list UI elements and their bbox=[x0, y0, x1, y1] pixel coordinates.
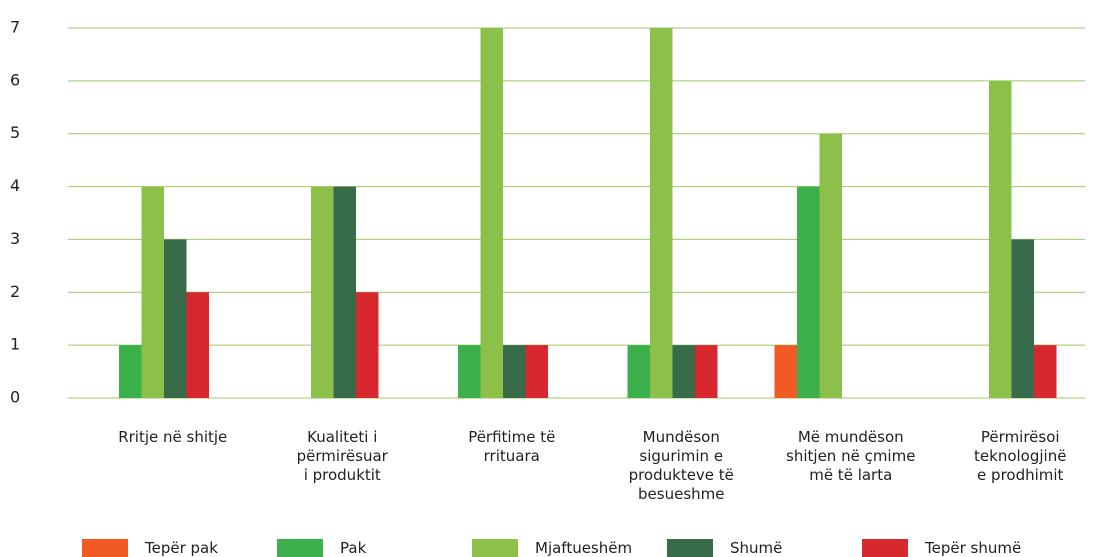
y-tick-label: 4 bbox=[10, 176, 20, 195]
x-tick-label: Përfitime të rrituara bbox=[468, 428, 556, 465]
legend-swatch bbox=[472, 539, 518, 557]
x-tick-label: Përmirësoi teknologjinë e prodhimit bbox=[974, 428, 1067, 484]
y-tick-label: 7 bbox=[10, 18, 20, 37]
bar bbox=[333, 186, 356, 398]
y-tick-label: 1 bbox=[10, 335, 20, 354]
x-tick-label: Më mundëson shitjen në çmime më të larta bbox=[786, 428, 916, 484]
bar bbox=[672, 345, 695, 398]
legend-label: Shumë bbox=[730, 539, 783, 557]
legend-swatch bbox=[667, 539, 713, 557]
bar bbox=[480, 28, 503, 398]
legend-label: Mjaftueshëm bbox=[535, 539, 633, 557]
bar bbox=[186, 292, 209, 398]
bar bbox=[819, 133, 842, 398]
legend-swatch bbox=[82, 539, 128, 557]
legend-swatch bbox=[862, 539, 908, 557]
legend-label: Pak bbox=[340, 539, 367, 557]
legend-swatch bbox=[277, 539, 323, 557]
bar bbox=[1034, 345, 1057, 398]
y-tick-label: 2 bbox=[10, 282, 20, 301]
bar bbox=[989, 80, 1012, 398]
bar bbox=[627, 345, 650, 398]
bar bbox=[797, 186, 820, 398]
x-tick-label: Kualiteti i përmirësuar i produktit bbox=[296, 428, 388, 484]
y-tick-label: 0 bbox=[10, 388, 20, 407]
y-tick-label: 5 bbox=[10, 123, 20, 142]
x-tick-label: Mundëson sigurimin e produkteve të besue… bbox=[628, 428, 734, 503]
x-tick-label: Rritje në shitje bbox=[118, 428, 228, 446]
bar bbox=[119, 345, 142, 398]
legend-label: Tepër shumë bbox=[925, 539, 1022, 557]
bar bbox=[141, 186, 164, 398]
bar bbox=[164, 239, 187, 398]
bar bbox=[1011, 239, 1034, 398]
bar bbox=[503, 345, 526, 398]
legend-label: Tepër pak bbox=[145, 539, 218, 557]
bar bbox=[650, 28, 673, 398]
bar bbox=[525, 345, 548, 398]
y-tick-label: 3 bbox=[10, 229, 20, 248]
bar bbox=[695, 345, 718, 398]
bar bbox=[311, 186, 334, 398]
bar bbox=[458, 345, 481, 398]
y-tick-label: 6 bbox=[10, 70, 20, 89]
bar bbox=[356, 292, 379, 398]
bar bbox=[774, 345, 797, 398]
